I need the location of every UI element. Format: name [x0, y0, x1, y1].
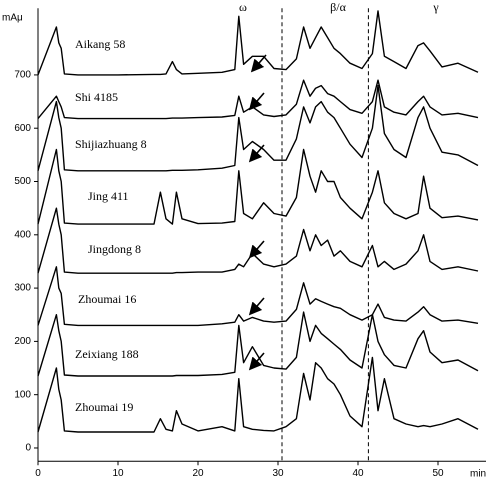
x-tick-label: 50	[432, 468, 444, 479]
trace	[37, 356, 479, 433]
annotation: β/α	[330, 0, 346, 14]
y-tick-label: 400	[14, 229, 31, 240]
trace-label: Shi 4185	[75, 90, 118, 104]
trace-label: Zhoumai 16	[78, 292, 136, 306]
y-tick-label: 300	[14, 283, 31, 294]
x-tick-label: 20	[192, 468, 204, 479]
x-axis-label: min	[470, 469, 486, 480]
x-tick-label: 0	[35, 468, 41, 479]
arrow	[248, 144, 265, 163]
trace	[37, 79, 479, 120]
arrow	[248, 297, 265, 316]
annotation: ω	[239, 0, 247, 14]
arrow	[248, 352, 265, 371]
annotation: γ	[432, 0, 439, 14]
trace	[37, 10, 479, 76]
trace-label: Jingdong 8	[88, 242, 141, 256]
trace	[37, 207, 479, 274]
trace-label: Aikang 58	[75, 37, 125, 51]
trace-label: Shijiazhuang 8	[75, 137, 147, 151]
x-tick-label: 30	[272, 468, 284, 479]
trace	[37, 311, 479, 377]
trace	[37, 148, 479, 225]
trace-label: Zeixiang 188	[75, 347, 139, 361]
y-tick-label: 600	[14, 123, 31, 134]
x-tick-label: 40	[352, 468, 364, 479]
y-tick-label: 0	[25, 443, 31, 454]
y-tick-label: 200	[14, 336, 31, 347]
arrow	[248, 92, 265, 111]
y-tick-label: 700	[14, 70, 31, 81]
x-tick-label: 10	[112, 468, 124, 479]
y-tick-label: 500	[14, 176, 31, 187]
trace	[37, 84, 479, 172]
y-tick-label: 100	[14, 389, 31, 400]
trace-label: Zhoumai 19	[75, 400, 133, 414]
y-axis-label: mAμ	[2, 13, 23, 24]
trace-label: Jing 411	[88, 189, 129, 203]
trace	[37, 266, 479, 327]
